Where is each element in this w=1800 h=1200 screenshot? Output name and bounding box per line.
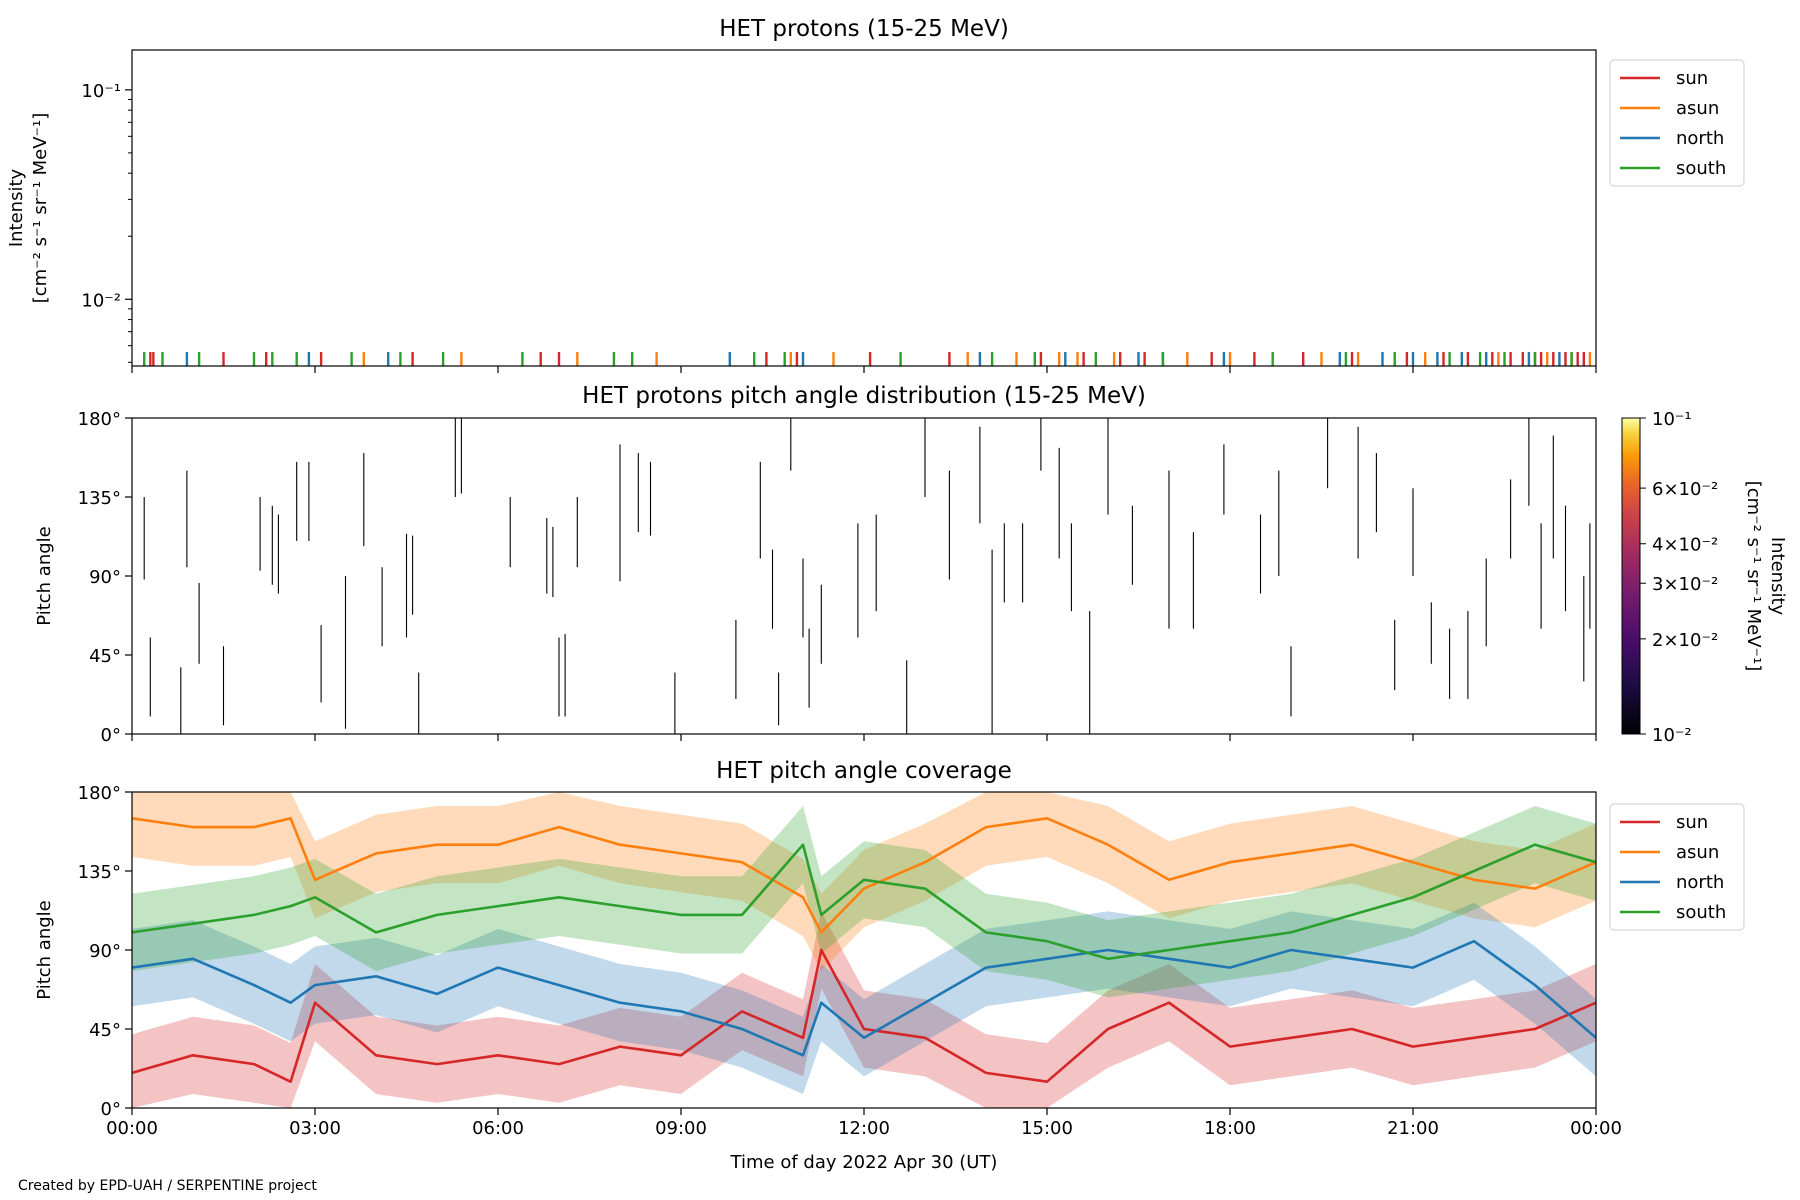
panel3-marks — [132, 792, 1596, 1108]
y-tick-label: 135° — [78, 862, 121, 883]
colorbar-tick-label: 10⁻¹ — [1652, 409, 1692, 430]
colorbar-tick-label: 6×10⁻² — [1652, 479, 1718, 500]
panel3-ylabel: Pitch angle — [34, 900, 55, 999]
legend-label-south: south — [1676, 158, 1726, 179]
band-sun — [132, 911, 1596, 1108]
x-tick-label: 03:00 — [289, 1118, 341, 1139]
y-tick-label: 45° — [89, 646, 121, 667]
panel2-title: HET protons pitch angle distribution (15… — [582, 383, 1146, 409]
legend-label-north: north — [1676, 872, 1724, 893]
y-tick-label: 0° — [101, 725, 121, 746]
panel3-y-axis: 0° 45° 90° 135° 180° — [78, 783, 132, 1120]
panel3-x-axis: 00:00 03:00 06:00 09:00 12:00 15:00 18:00 21:00… — [106, 1108, 1622, 1139]
footer-credit: Created by EPD-UAH / SERPENTINE project — [18, 1178, 317, 1194]
band-north — [132, 902, 1596, 1094]
panel2-marks — [143, 418, 1591, 734]
legend-label-sun: sun — [1676, 812, 1708, 833]
colorbar-tick-label: 3×10⁻² — [1652, 574, 1718, 595]
panel1-frame — [131, 49, 1597, 367]
y-tick-label: 180° — [78, 783, 121, 804]
panel3-title: HET pitch angle coverage — [716, 758, 1012, 784]
line-north — [132, 939, 1596, 1057]
y-tick-label: 135° — [78, 488, 121, 509]
panel-intensity: HET protons (15-25 MeV) 10⁻² 10⁻¹ Intensi… — [6, 16, 1745, 373]
legend-label-sun: sun — [1676, 68, 1708, 89]
band-asun — [132, 792, 1596, 972]
colorbar-label-line2: [cm⁻² s⁻¹ sr⁻¹ MeV⁻¹] — [1743, 481, 1764, 672]
panel1-title: HET protons (15-25 MeV) — [719, 16, 1009, 42]
legend-label-asun: asun — [1676, 98, 1719, 119]
colorbar: 10⁻² 2×10⁻² 3×10⁻² 4×10⁻² 6×10⁻² 10⁻¹ Intensi… — [1621, 409, 1788, 746]
legend-label-north: north — [1676, 128, 1724, 149]
line-south — [132, 843, 1596, 961]
colorbar-tick-label: 10⁻² — [1652, 725, 1692, 746]
legend-box — [1609, 803, 1745, 931]
panel3-legend: sun asun north south — [1609, 803, 1745, 931]
legend-label-south: south — [1676, 902, 1726, 923]
y-tick-label: 180° — [78, 409, 121, 430]
colorbar-tick-label: 4×10⁻² — [1652, 535, 1718, 556]
panel1-ylabel-line2: [cm⁻² s⁻¹ sr⁻¹ MeV⁻¹] — [30, 113, 51, 304]
panel-pitch-distribution: HET protons pitch angle distribution (15… — [34, 383, 1788, 746]
y-tick-label: 10⁻² — [81, 290, 121, 311]
colorbar-tick-label: 2×10⁻² — [1652, 630, 1718, 651]
x-tick-label: 12:00 — [838, 1118, 890, 1139]
y-tick-label: 90° — [89, 941, 121, 962]
band-south — [132, 806, 1596, 998]
x-tick-label: 06:00 — [472, 1118, 524, 1139]
panel2-ylabel: Pitch angle — [34, 526, 55, 625]
panel1-x-ticks — [131, 366, 1597, 373]
x-tick-label: 09:00 — [655, 1118, 707, 1139]
line-sun — [132, 948, 1596, 1083]
x-tick-label: 00:00 — [1570, 1118, 1622, 1139]
y-tick-label: 90° — [89, 567, 121, 588]
panel1-y-axis: 10⁻² 10⁻¹ — [81, 81, 132, 363]
legend-box — [1609, 59, 1745, 187]
colorbar-ticks: 10⁻² 2×10⁻² 3×10⁻² 4×10⁻² 6×10⁻² 10⁻¹ — [1640, 409, 1718, 746]
line-asun — [132, 817, 1596, 934]
x-tick-label: 21:00 — [1387, 1118, 1439, 1139]
panel1-marks — [142, 351, 1592, 366]
panel3-xlabel: Time of day 2022 Apr 30 (UT) — [730, 1152, 998, 1173]
y-tick-label: 10⁻¹ — [81, 81, 121, 102]
panel-pitch-coverage: HET pitch angle coverage 0° 45° 90° 135° 180… — [34, 758, 1745, 1173]
x-tick-label: 18:00 — [1204, 1118, 1256, 1139]
x-tick-label: 00:00 — [106, 1118, 158, 1139]
colorbar-gradient — [1621, 417, 1641, 735]
panel1-ylabel-line1: Intensity — [6, 168, 27, 247]
x-tick-label: 15:00 — [1021, 1118, 1073, 1139]
panel2-x-ticks — [131, 734, 1597, 741]
panel1-legend: sun asun north south — [1609, 59, 1745, 187]
panel2-y-axis: 0° 45° 90° 135° 180° — [78, 409, 132, 746]
y-tick-label: 45° — [89, 1020, 121, 1041]
colorbar-label: Intensity — [1767, 537, 1788, 616]
legend-label-asun: asun — [1676, 842, 1719, 863]
y-tick-label: 0° — [101, 1099, 121, 1120]
